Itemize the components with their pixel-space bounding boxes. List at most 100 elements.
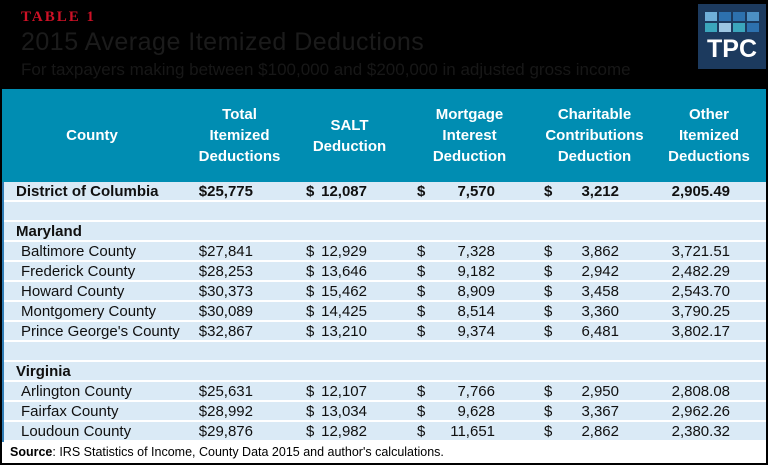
dollar-sign: $ [544,282,553,300]
dollar-sign: $ [544,302,553,320]
salt-deduction-cell: $13,034 [297,403,402,420]
table-row: District of Columbia $25,775 $12,087 $7,570… [4,182,766,202]
figure-header: TABLE 1 2015 Average Itemized Deductions… [2,2,766,89]
salt-deduction-cell: $14,425 [297,303,402,320]
dollar-sign: $ [544,262,553,280]
dollar-sign: $ [306,402,315,420]
salt-deduction-cell: $12,087 [297,183,402,200]
amount: 13,034 [321,402,367,420]
other-itemized-cell: 2,380.32 [671,422,730,440]
amount: 12,107 [321,382,367,400]
dollar-sign: $ [544,322,553,340]
logo-square [705,12,717,21]
dollar-sign: $ [417,242,426,260]
amount: 7,570 [457,182,495,200]
amount: 2,950 [581,382,619,400]
total-itemized-cell: $27,841 [198,242,253,260]
salt-deduction-cell: $12,107 [297,383,402,400]
figure-title: 2015 Average Itemized Deductions [21,28,425,56]
dollar-sign: $ [417,382,426,400]
other-itemized-cell: 3,802.17 [671,322,730,340]
logo-square [747,23,759,32]
logo-square [719,23,731,32]
county-cell: Montgomery County [21,302,157,320]
other-itemized-cell: 3,790.25 [671,302,730,320]
dollar-sign: $ [544,402,553,420]
column-header-charitable: Charitable Contributions Deduction [545,106,644,165]
dollar-sign: $ [417,302,426,320]
charitable-contributions-cell: $3,360 [537,303,652,320]
dollar-sign: $ [544,422,553,440]
table-body: District of Columbia $25,775 $12,087 $7,570… [2,182,766,442]
amount: 2,862 [581,422,619,440]
tpc-logo-text: TPC [707,35,757,63]
mortgage-interest-cell: $9,182 [402,263,537,280]
source-label: Source [10,445,53,459]
other-itemized-cell: 2,962.26 [671,402,730,420]
other-itemized-cell: 2,482.29 [671,262,730,280]
amount: 12,087 [321,182,367,200]
county-cell: Loudoun County [21,422,132,440]
charitable-contributions-cell: $2,950 [537,383,652,400]
county-cell: Arlington County [21,382,132,400]
county-cell: Prince George's County [21,322,180,340]
county-cell: Fairfax County [21,402,119,420]
amount: 12,982 [321,422,367,440]
charitable-contributions-cell: $3,212 [537,183,652,200]
amount: 3,862 [581,242,619,260]
total-itemized-cell: $32,867 [198,322,253,340]
mortgage-interest-cell: $7,328 [402,243,537,260]
table-row: Prince George's County $32,867 $13,210 $9,3… [4,322,766,342]
amount: 7,328 [457,242,495,260]
table-row: Fairfax County $28,992 $13,034 $9,628 $3,367… [4,402,766,422]
amount: 8,909 [457,282,495,300]
table-row: Baltimore County $27,841 $12,929 $7,328 $3,8… [4,242,766,262]
total-itemized-cell: $25,775 [198,182,253,200]
dollar-sign: $ [306,262,315,280]
total-itemized-cell: $30,089 [198,302,253,320]
logo-square [733,12,745,21]
amount: 13,646 [321,262,367,280]
salt-deduction-cell: $13,646 [297,263,402,280]
figure-subtitle: For taxpayers making between $100,000 an… [21,60,631,79]
dollar-sign: $ [544,382,553,400]
table-section-row: Virginia [4,362,766,382]
amount: 9,374 [457,322,495,340]
salt-deduction-cell: $12,929 [297,243,402,260]
table-row: Loudoun County $29,876 $12,982 $11,651 $2,86… [4,422,766,442]
dollar-sign: $ [306,182,315,200]
county-cell: Maryland [16,222,82,240]
amount: 9,628 [457,402,495,420]
amount: 2,942 [581,262,619,280]
dollar-sign: $ [306,422,315,440]
total-itemized-cell: $28,992 [198,402,253,420]
county-cell: Frederick County [21,262,136,280]
dollar-sign: $ [417,402,426,420]
column-header-salt: SALT Deduction [312,116,387,155]
charitable-contributions-cell: $3,458 [537,283,652,300]
salt-deduction-cell: $13,210 [297,323,402,340]
mortgage-interest-cell: $9,374 [402,323,537,340]
dollar-sign: $ [544,182,553,200]
county-cell: Howard County [21,282,125,300]
table-row: Frederick County $28,253 $13,646 $9,182 $2,9… [4,262,766,282]
amount: 8,514 [457,302,495,320]
dollar-sign: $ [306,302,315,320]
mortgage-interest-cell: $9,628 [402,403,537,420]
mortgage-interest-cell: $8,514 [402,303,537,320]
amount: 3,367 [581,402,619,420]
mortgage-interest-cell: $8,909 [402,283,537,300]
county-cell: District of Columbia [16,182,159,200]
amount: 3,458 [581,282,619,300]
table-section-row: Maryland [4,222,766,242]
charitable-contributions-cell: $2,942 [537,263,652,280]
amount: 3,360 [581,302,619,320]
amount: 12,929 [321,242,367,260]
amount: 11,651 [450,422,495,440]
dollar-sign: $ [306,282,315,300]
county-cell: Virginia [16,362,71,380]
table-spacer-row [4,342,766,362]
logo-square [747,12,759,21]
logo-square [733,23,745,32]
